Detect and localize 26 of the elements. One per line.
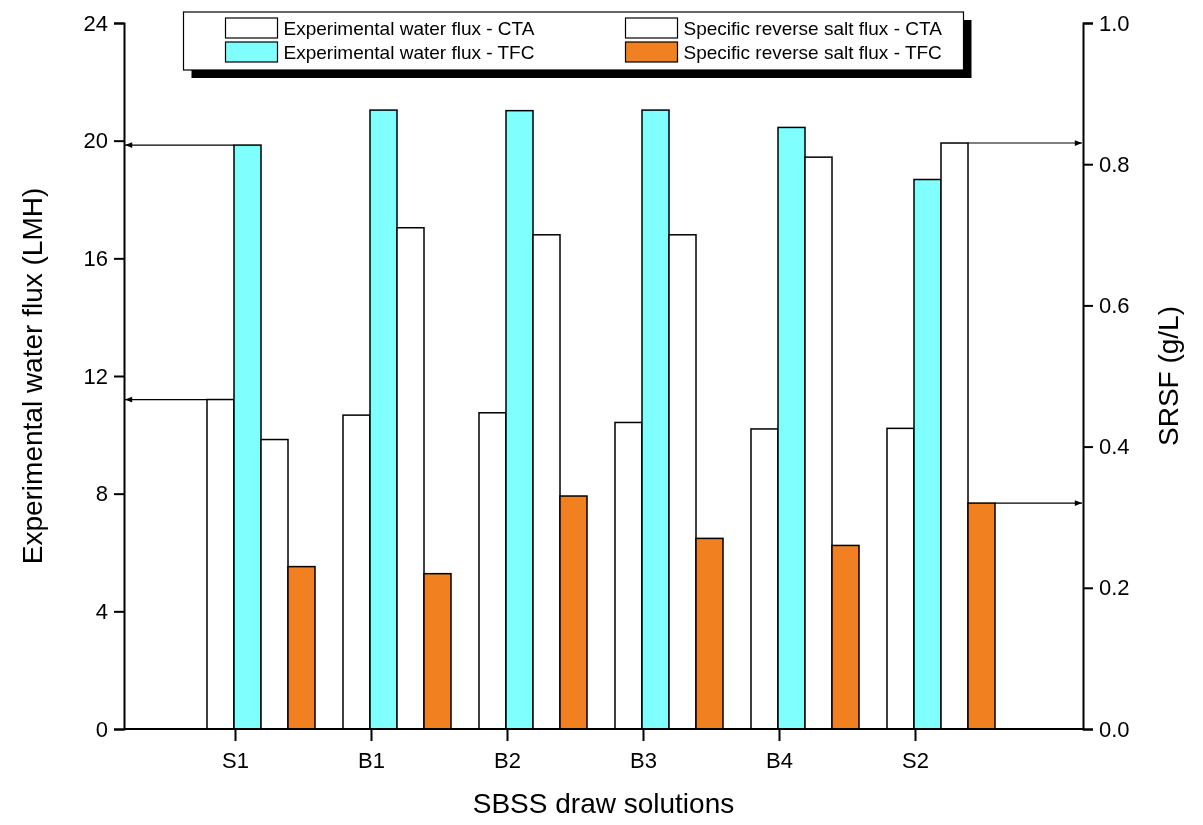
y-axis-title: Experimental water flux (LMH) bbox=[17, 187, 48, 565]
legend-label: Experimental water flux - CTA bbox=[283, 18, 535, 39]
y2-tick-label: 0.8 bbox=[1099, 151, 1130, 177]
x-tick-label: B2 bbox=[494, 748, 521, 774]
y-tick-label: 0 bbox=[95, 716, 108, 742]
y-tick-label: 12 bbox=[83, 363, 108, 389]
y-tick-label: 24 bbox=[83, 10, 108, 36]
y2-tick-label: 0.0 bbox=[1099, 716, 1130, 742]
x-axis-title: SBSS draw solutions bbox=[472, 788, 735, 819]
legend-label: Experimental water flux - TFC bbox=[283, 42, 535, 63]
y-tick-label: 16 bbox=[83, 245, 108, 271]
y2-tick-label: 1.0 bbox=[1099, 10, 1130, 36]
legend-label: Specific reverse salt flux - TFC bbox=[683, 42, 942, 63]
x-tick-label: S1 bbox=[222, 748, 249, 774]
y2-axis-title: SRSF (g/L) bbox=[1153, 305, 1184, 447]
legend-label: Specific reverse salt flux - CTA bbox=[683, 18, 943, 39]
y2-tick-label: 0.6 bbox=[1099, 292, 1130, 318]
x-tick-label: B3 bbox=[630, 748, 657, 774]
y-tick-label: 20 bbox=[83, 128, 108, 154]
x-tick-label: B4 bbox=[766, 748, 793, 774]
x-tick-label: B1 bbox=[358, 748, 385, 774]
y-tick-label: 8 bbox=[95, 481, 108, 507]
y2-tick-label: 0.4 bbox=[1099, 434, 1130, 460]
y-tick-label: 4 bbox=[95, 598, 108, 624]
x-tick-label: S2 bbox=[902, 748, 929, 774]
y2-tick-label: 0.2 bbox=[1099, 575, 1130, 601]
